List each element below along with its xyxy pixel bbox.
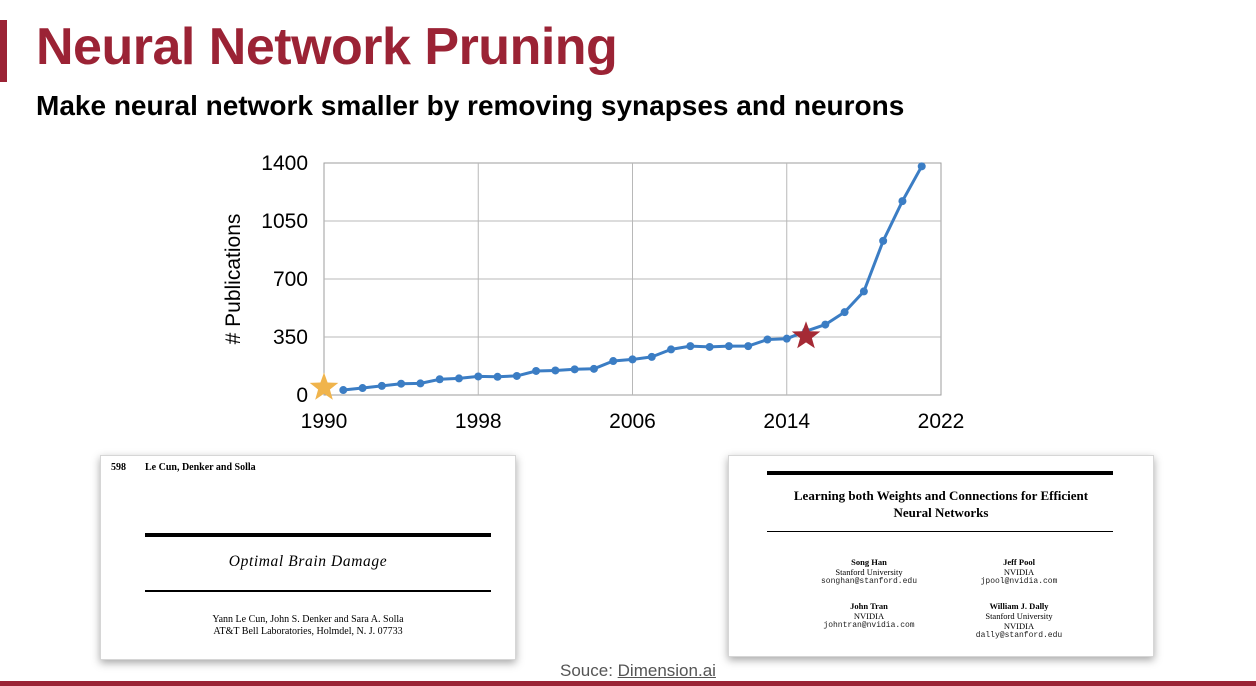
paper-authors: Yann Le Cun, John S. Denker and Sara A. …	[212, 614, 404, 625]
data-point	[435, 375, 444, 384]
thick-rule	[145, 533, 491, 537]
data-point	[397, 379, 406, 388]
data-point	[686, 342, 695, 351]
start-star-icon	[309, 372, 339, 400]
data-point	[917, 162, 926, 171]
author-name: William J. Dally	[989, 601, 1049, 611]
data-point	[416, 379, 425, 388]
paper-affiliation: AT&T Bell Laboratories, Holmdel, N. J. 0…	[213, 626, 403, 637]
y-axis-ticks: 0 350 700 1050 1400	[261, 152, 308, 407]
running-head: Le Cun, Denker and Solla	[145, 462, 256, 473]
data-point	[840, 308, 849, 317]
author-email: songhan@stanford.edu	[820, 577, 917, 586]
source-citation: Souce: Dimension.ai	[560, 661, 716, 681]
data-point	[667, 345, 676, 354]
data-point	[512, 371, 521, 380]
bottom-accent-bar	[0, 681, 1256, 686]
x-tick-label: 1998	[455, 410, 502, 433]
data-point	[474, 372, 483, 381]
author-affiliation: NVIDIA	[1003, 567, 1035, 577]
author-affiliation: Stanford University	[985, 611, 1053, 621]
author-email: dally@stanford.edu	[975, 631, 1063, 640]
data-point	[454, 374, 463, 383]
data-point	[821, 320, 830, 329]
highlight-star-icon	[791, 321, 821, 349]
author-name: John Tran	[850, 601, 888, 611]
data-point	[570, 365, 579, 374]
star-markers	[309, 321, 821, 400]
data-point	[782, 334, 791, 343]
y-tick-label: 1050	[261, 210, 308, 233]
data-point	[724, 342, 733, 351]
data-point	[744, 342, 753, 351]
thin-rule	[767, 531, 1113, 532]
thick-rule	[767, 471, 1113, 475]
source-link[interactable]: Dimension.ai	[617, 661, 716, 680]
y-axis-label: # Publications	[222, 214, 245, 345]
data-point	[551, 366, 560, 375]
y-tick-label: 700	[273, 268, 308, 291]
page-number: 598	[111, 462, 126, 473]
data-point	[358, 384, 367, 393]
data-point	[879, 236, 888, 245]
thin-rule	[145, 590, 491, 592]
data-point	[589, 364, 598, 373]
data-point	[647, 352, 656, 361]
data-point	[609, 357, 618, 366]
author-affiliation: NVIDIA	[853, 611, 885, 621]
y-tick-label: 350	[273, 326, 308, 349]
y-tick-label: 0	[296, 384, 308, 407]
paper-learning-weights-connections: Learning both Weights and Connections fo…	[728, 455, 1154, 657]
data-point	[493, 372, 502, 381]
paper-optimal-brain-damage: 598 Le Cun, Denker and Solla Optimal Bra…	[100, 455, 516, 660]
data-point	[898, 197, 907, 206]
x-tick-label: 2014	[763, 410, 810, 433]
author-block: William J. Dally Stanford University NVI…	[949, 601, 1089, 640]
chart-grid	[324, 163, 941, 395]
publications-line-chart: 0 350 700 1050 1400 1990 1998 2006 2014 2022 # P…	[222, 152, 965, 433]
data-point	[532, 366, 541, 375]
data-point	[377, 381, 386, 390]
data-point	[859, 287, 868, 296]
data-point	[705, 342, 714, 351]
source-prefix: Souce:	[560, 661, 618, 680]
data-point	[339, 386, 348, 395]
paper-title: Optimal Brain Damage	[228, 553, 388, 570]
author-block: John Tran NVIDIA johntran@nvidia.com	[799, 601, 939, 630]
author-email: jpool@nvidia.com	[980, 577, 1058, 586]
series-points	[339, 162, 926, 395]
paper-title-line-2: Neural Networks	[893, 505, 989, 520]
data-point	[763, 335, 772, 344]
x-tick-label: 2022	[918, 410, 965, 433]
data-point	[628, 355, 637, 364]
title-accent-bar	[0, 20, 7, 82]
author-affiliation-2: NVIDIA	[1003, 621, 1035, 631]
author-name: Song Han	[851, 557, 887, 567]
slide-title: Neural Network Pruning	[36, 18, 618, 76]
author-name: Jeff Pool	[1003, 557, 1035, 567]
y-tick-label: 1400	[261, 152, 308, 175]
author-affiliation: Stanford University	[835, 567, 903, 577]
x-tick-label: 1990	[301, 410, 348, 433]
paper-title-line-1: Learning both Weights and Connections fo…	[793, 488, 1089, 503]
x-tick-label: 2006	[609, 410, 656, 433]
author-block: Song Han Stanford University songhan@sta…	[799, 557, 939, 586]
author-block: Jeff Pool NVIDIA jpool@nvidia.com	[949, 557, 1089, 586]
author-email: johntran@nvidia.com	[823, 621, 915, 630]
x-axis-ticks: 1990 1998 2006 2014 2022	[301, 410, 965, 433]
slide-subtitle: Make neural network smaller by removing …	[36, 90, 905, 121]
